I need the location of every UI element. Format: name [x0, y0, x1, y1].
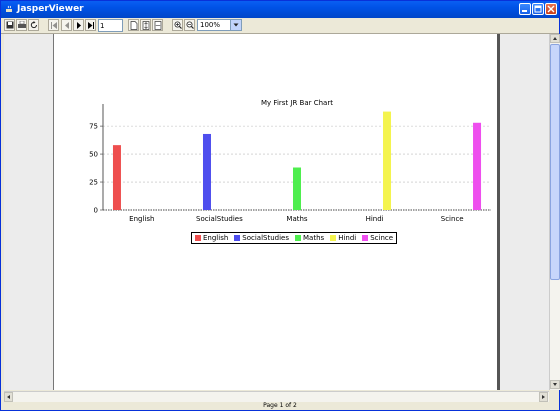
printer-icon	[18, 21, 26, 28]
bar-maths	[293, 167, 301, 210]
legend-label: Hindi	[338, 234, 357, 242]
first-page-icon	[51, 22, 57, 29]
legend-label: Scince	[370, 234, 394, 242]
bar-chart: My First JR Bar Chart 0 25 50 75 English Socia…	[89, 99, 491, 223]
legend-item: English	[195, 234, 228, 242]
toolbar: 100%	[1, 18, 559, 34]
y-tick-label: 0	[94, 207, 98, 215]
minimize-button[interactable]	[519, 3, 531, 15]
maximize-button[interactable]	[532, 3, 544, 15]
fit-width-icon	[154, 21, 162, 30]
bar-scince	[473, 122, 482, 210]
x-tick-label: Maths	[286, 215, 308, 223]
chart-legend: English SocialStudies Maths Hindi Scince	[191, 232, 398, 244]
bar-hindi	[383, 111, 392, 210]
arrow-right-icon	[542, 395, 545, 399]
bar-english	[112, 145, 121, 210]
report-page: My First JR Bar Chart 0 25 50 75 English Socia…	[53, 34, 500, 390]
horizontal-scrollbar[interactable]	[4, 391, 549, 402]
first-page-button[interactable]	[48, 19, 59, 31]
x-tick-label: SocialStudies	[196, 215, 243, 223]
legend-swatch	[295, 235, 302, 241]
save-button[interactable]	[4, 19, 15, 31]
minimize-icon	[522, 10, 527, 12]
scroll-left-button[interactable]	[4, 392, 13, 402]
y-tick-label: 25	[89, 179, 98, 187]
next-page-button[interactable]	[73, 19, 84, 31]
actual-size-button[interactable]	[128, 19, 139, 31]
zoom-out-icon	[186, 21, 194, 29]
legend-swatch	[195, 235, 201, 241]
legend-swatch	[330, 235, 337, 241]
chart-title: My First JR Bar Chart	[261, 99, 333, 107]
print-button[interactable]	[16, 19, 27, 31]
legend-label: English	[203, 234, 229, 242]
legend-label: Maths	[303, 234, 325, 242]
x-tick-label: Hindi	[366, 215, 384, 223]
fit-width-button[interactable]	[152, 19, 163, 31]
x-tick-label: Scince	[441, 215, 464, 223]
fit-page-button[interactable]	[140, 19, 151, 31]
legend-label: SocialStudies	[242, 234, 290, 242]
page-status-label: Page 1 of 2	[263, 402, 297, 409]
window-title: JasperViewer	[17, 4, 84, 14]
save-icon	[6, 21, 14, 29]
x-tick-label: English	[129, 215, 154, 223]
vertical-scrollbar[interactable]	[549, 34, 560, 390]
legend-swatch	[234, 235, 241, 241]
zoom-out-button[interactable]	[184, 19, 195, 31]
dropdown-button[interactable]	[230, 20, 241, 30]
y-tick-label: 75	[89, 123, 98, 131]
page-number-input[interactable]	[98, 19, 123, 32]
legend-item: Maths	[295, 234, 324, 242]
close-icon	[547, 5, 555, 13]
chevron-down-icon	[233, 23, 239, 27]
title-bar[interactable]: JasperViewer	[1, 1, 559, 18]
arrow-up-icon	[553, 37, 557, 40]
page-icon	[130, 21, 138, 30]
y-tick-label: 50	[89, 151, 98, 159]
java-coffee-icon	[6, 5, 12, 12]
arrow-left-icon	[7, 395, 10, 399]
reload-button[interactable]	[28, 19, 39, 31]
previous-page-button[interactable]	[61, 19, 72, 31]
scroll-up-button[interactable]	[550, 34, 560, 43]
legend-item: SocialStudies	[234, 234, 289, 242]
scroll-down-button[interactable]	[550, 380, 560, 389]
fit-page-icon	[142, 21, 150, 30]
vertical-scroll-thumb[interactable]	[550, 44, 560, 280]
arrow-down-icon	[553, 383, 557, 386]
zoom-select[interactable]: 100%	[197, 19, 242, 31]
legend-swatch	[362, 235, 369, 241]
refresh-icon	[30, 21, 37, 29]
legend-item: Scince	[362, 234, 393, 242]
zoom-value: 100%	[200, 21, 221, 29]
close-button[interactable]	[545, 3, 557, 15]
zoom-in-icon	[174, 21, 182, 29]
status-bar: Page 1 of 2	[1, 401, 559, 411]
previous-page-icon	[65, 22, 69, 29]
legend-item: Hindi	[330, 234, 356, 242]
next-page-icon	[77, 22, 81, 29]
report-viewport[interactable]: My First JR Bar Chart 0 25 50 75 English Socia…	[4, 34, 549, 390]
scroll-right-button[interactable]	[539, 392, 548, 402]
maximize-icon	[534, 5, 542, 13]
last-page-icon	[88, 22, 94, 29]
last-page-button[interactable]	[85, 19, 96, 31]
zoom-in-button[interactable]	[172, 19, 183, 31]
bar-socialstudies	[202, 133, 211, 210]
